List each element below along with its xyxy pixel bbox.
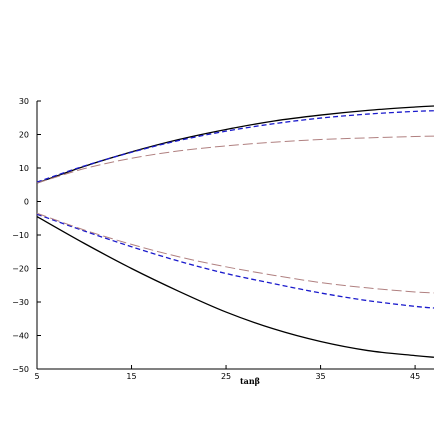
x-tick-label: 15: [126, 372, 136, 381]
y-tick-label: −40: [12, 332, 29, 341]
series-line-5-dashed: [36, 213, 435, 309]
ticks: 30 20 10 0 −10 −20 −30 −40 −50 5 15 25 35 45: [12, 97, 420, 381]
x-tick-label: 35: [315, 372, 325, 381]
x-tick-label: 25: [221, 372, 231, 381]
y-tick-label: 20: [19, 131, 29, 140]
x-axis-label: tanβ: [240, 376, 260, 386]
series-line-4-solid: [36, 216, 435, 358]
y-tick-label: −20: [12, 265, 29, 274]
series-line-1-solid: [36, 105, 435, 184]
y-tick-label: 30: [19, 97, 29, 106]
x-tick-label: 45: [410, 372, 420, 381]
series-line-6-longdash: [36, 212, 435, 294]
x-tick-label: 5: [34, 372, 39, 381]
series-line-3-longdash: [36, 135, 435, 184]
series-line-2-dashed: [36, 110, 435, 183]
y-tick-label: −30: [12, 298, 29, 307]
y-tick-label: 10: [19, 164, 29, 173]
y-tick-label: 0: [24, 198, 29, 207]
series-lines: [36, 105, 435, 358]
axes: [36, 101, 434, 370]
y-tick-label: −50: [12, 365, 29, 374]
y-tick-label: −10: [12, 231, 29, 240]
